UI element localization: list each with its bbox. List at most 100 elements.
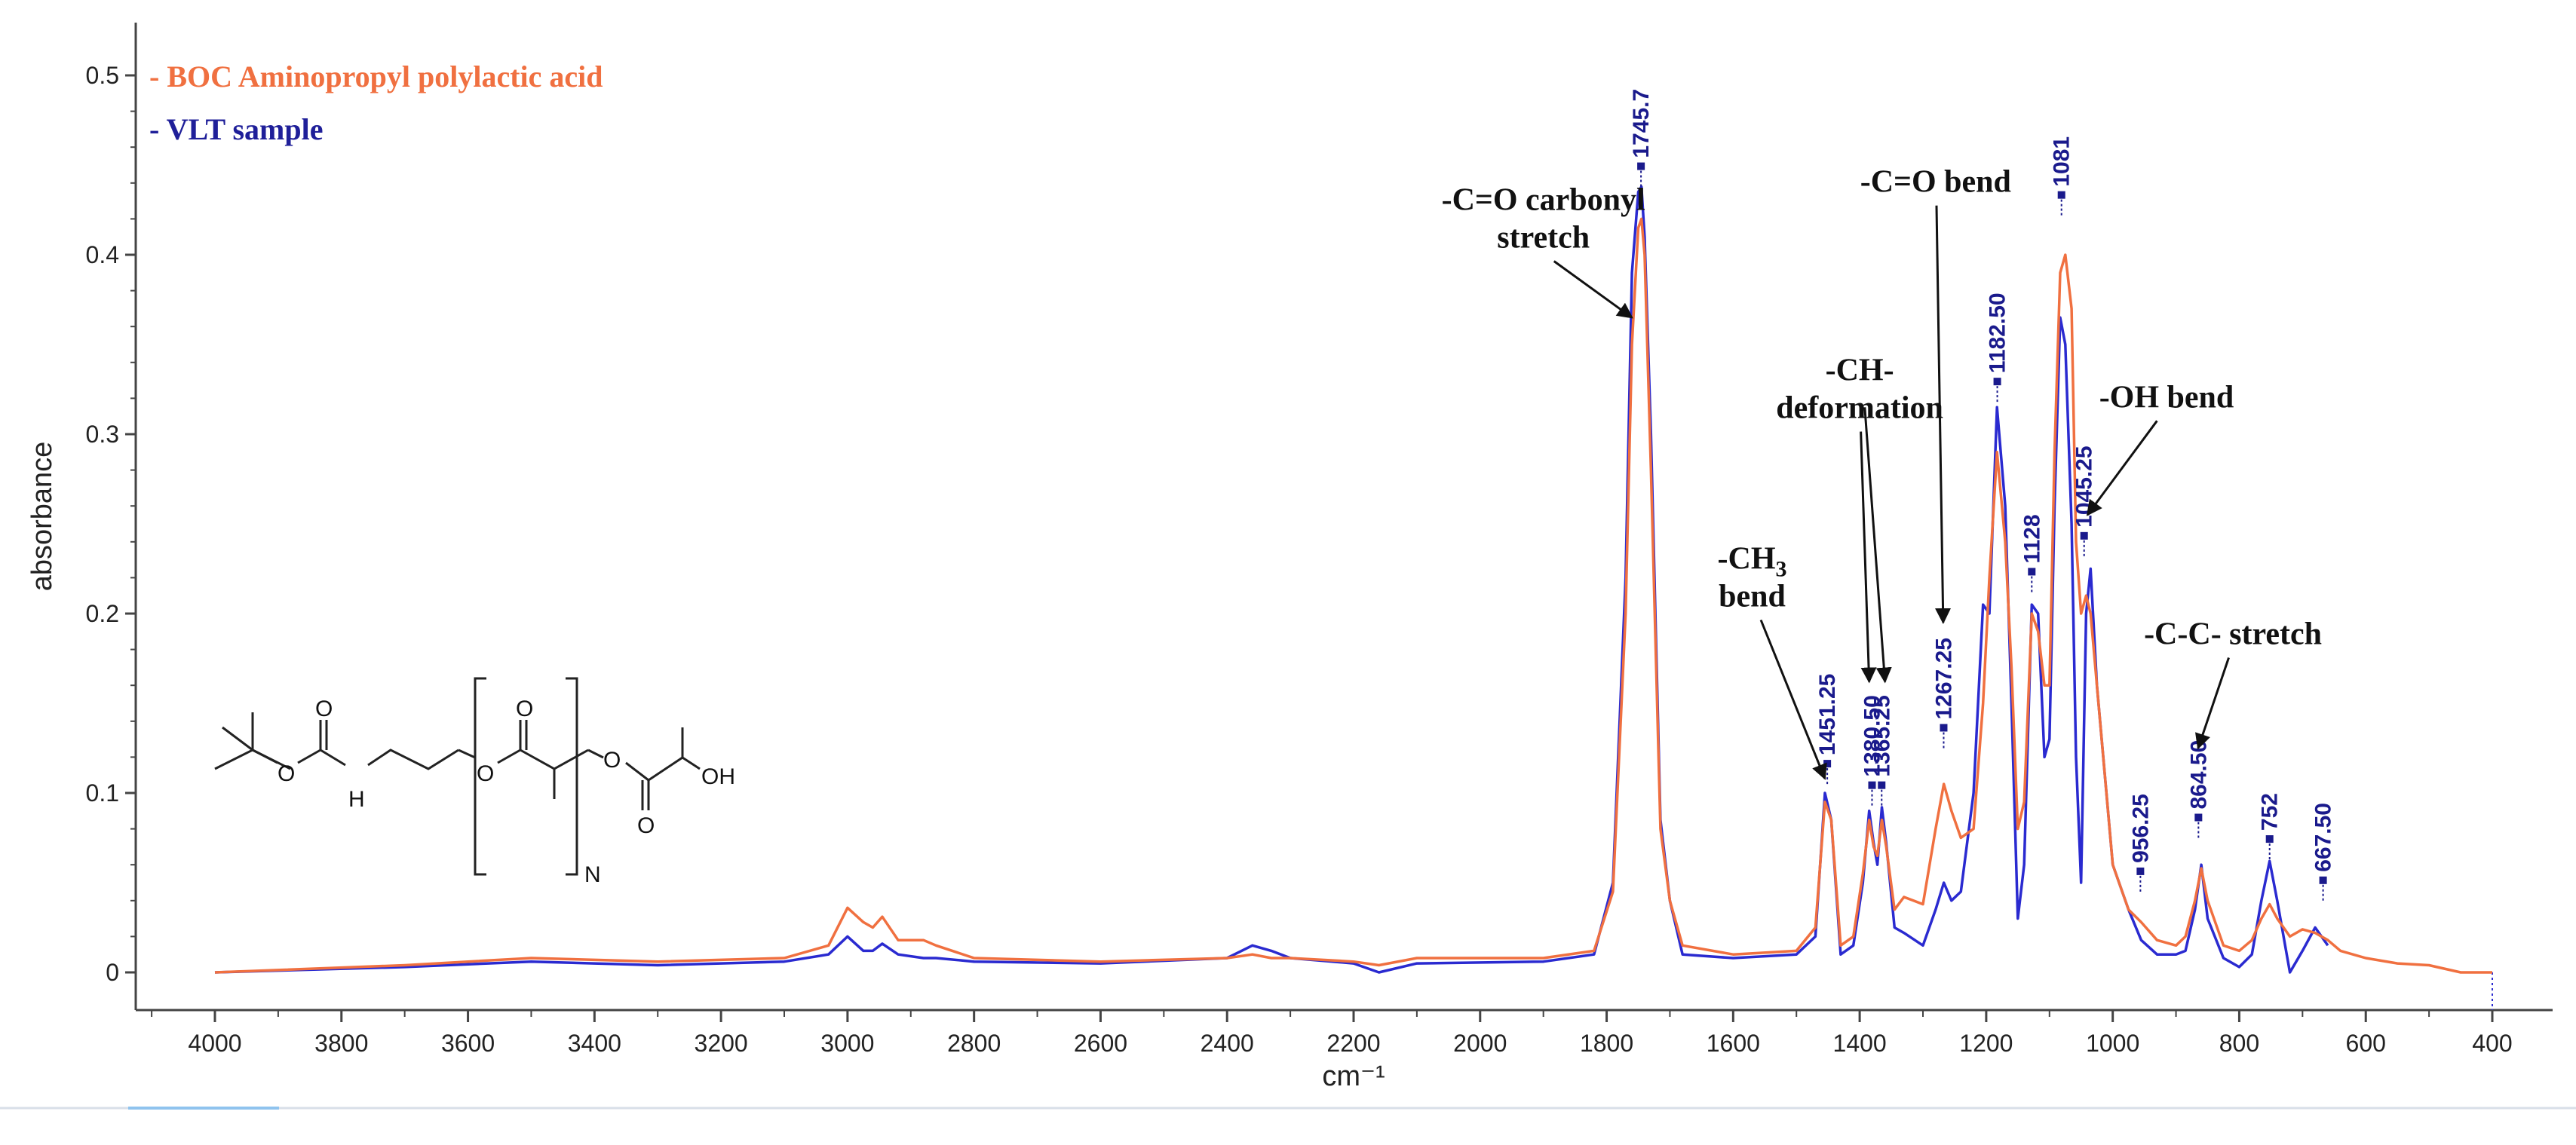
atom-o: O (603, 748, 621, 773)
bond (320, 749, 346, 767)
y-axis-title: absorbance (26, 442, 58, 592)
annotation-arrow (1863, 407, 1892, 684)
atom-o: O (516, 696, 533, 721)
peak-marker (2136, 867, 2145, 875)
bond (682, 756, 701, 770)
x-tick-label: 3800 (314, 1030, 368, 1057)
series-line-boc-aminopropyl-pla (214, 217, 2492, 974)
atom-o: O (477, 761, 494, 786)
peak-label: 1745.7 (1629, 89, 1654, 158)
y-tick-label: 0.3 (86, 421, 119, 448)
atom-o: O (637, 813, 655, 838)
x-tick-label: 2000 (1453, 1030, 1507, 1057)
atom-o: O (315, 696, 333, 721)
x-tick-label: 2600 (1074, 1030, 1127, 1057)
y-tick-label: 0 (106, 959, 119, 986)
peak-label: 864.50 (2186, 740, 2211, 810)
legend-entry: - VLT sample (149, 112, 323, 146)
annotation-arrow (1860, 431, 1877, 684)
y-tick-label: 0.2 (86, 600, 119, 627)
peak-label: 752 (2258, 793, 2283, 831)
peak-marker (1993, 378, 2001, 386)
x-tick-label: 1400 (1833, 1030, 1887, 1057)
peak-marker (2194, 813, 2203, 822)
peak-label: 1451.25 (1815, 674, 1840, 755)
x-tick-label: 2800 (947, 1030, 1001, 1057)
peak-label: 1380.50 (1860, 695, 1884, 776)
peak-marker (2319, 876, 2327, 884)
x-tick-label: 600 (2346, 1030, 2386, 1057)
x-tick-label: 4000 (188, 1030, 241, 1057)
peak-marker (2080, 531, 2088, 540)
annotation-subscript: 3 (1776, 557, 1787, 582)
bond (554, 749, 589, 770)
x-tick-label: 1800 (1580, 1030, 1633, 1057)
bracket-left (474, 677, 486, 876)
annotation-text: stretch (1497, 221, 1590, 256)
peak-label: 1182.50 (1986, 292, 2010, 373)
structure-labels: O O H O O O O OH N (278, 696, 735, 887)
legend: - BOC Aminopropyl polylactic acid - VLT s… (149, 60, 603, 146)
annotation-text: -C=O bend (1860, 165, 2011, 200)
bond (520, 749, 555, 770)
annotation: -C-C- stretch (2144, 617, 2322, 750)
bond (458, 749, 476, 759)
series-layer (214, 185, 2492, 974)
legend-entry: - BOC Aminopropyl polylactic acid (149, 60, 603, 93)
bond (587, 749, 604, 759)
annotation-text: -CH3 (1718, 542, 1787, 582)
x-tick-label: 2200 (1326, 1030, 1380, 1057)
annotation: -CH-deformation (1776, 354, 1943, 684)
peak-marker (1868, 781, 1876, 789)
y-tick-label: 0.1 (86, 779, 119, 807)
peak-label: 956.25 (2128, 794, 2153, 863)
x-tick-label: 3600 (441, 1030, 495, 1057)
x-tick-label: 1000 (2086, 1030, 2139, 1057)
annotation-text: -CH- (1826, 354, 1894, 388)
annotation-arrow (1759, 619, 1827, 780)
annotation-arrow (1935, 205, 1952, 624)
peak-label: 1128 (2019, 514, 2044, 563)
peak-marker (1940, 724, 1948, 732)
o-bond (252, 749, 278, 764)
x-tick-label: 800 (2219, 1030, 2259, 1057)
tbutyl-bond (222, 726, 253, 752)
annotation: -OH bend (2086, 380, 2234, 516)
x-tick-label: 3200 (695, 1030, 748, 1057)
y-tick-label: 0.4 (86, 241, 119, 268)
atom-nh: H (348, 787, 365, 812)
x-tick-label: 2400 (1201, 1030, 1254, 1057)
repeat-count: N (584, 862, 601, 887)
peak-marker (1878, 781, 1886, 789)
peak-marker (2057, 191, 2065, 199)
x-tick-label: 1200 (1959, 1030, 2013, 1057)
annotation-text: -C-C- stretch (2144, 617, 2322, 651)
peak-label: 1045.25 (2072, 445, 2097, 527)
peak-marker (2265, 835, 2274, 843)
chemical-structure-diagram (214, 677, 701, 876)
annotation-text: -OH bend (2099, 380, 2234, 415)
peak-label: 667.50 (2311, 803, 2336, 872)
x-axis-title: cm⁻¹ (1322, 1061, 1385, 1092)
peak-marker (1637, 162, 1645, 170)
bracket-right (566, 677, 578, 876)
tbutyl-bonds (214, 712, 254, 770)
peak-label: 1267.25 (1931, 638, 1956, 719)
peak-marker (1823, 760, 1832, 768)
x-tick-label: 3000 (820, 1030, 874, 1057)
annotation-text-part: -CH (1718, 542, 1776, 577)
annotation-text: bend (1719, 580, 1786, 614)
peak-marker (2028, 568, 2036, 576)
bond (497, 749, 521, 764)
annotation-text: deformation (1776, 391, 1943, 426)
annotation-text: -C=O carbonyl (1442, 183, 1645, 218)
x-tick-label: 400 (2472, 1030, 2512, 1057)
series-line-vlt-sample (214, 185, 2329, 974)
annotation-arrow (2086, 420, 2158, 516)
